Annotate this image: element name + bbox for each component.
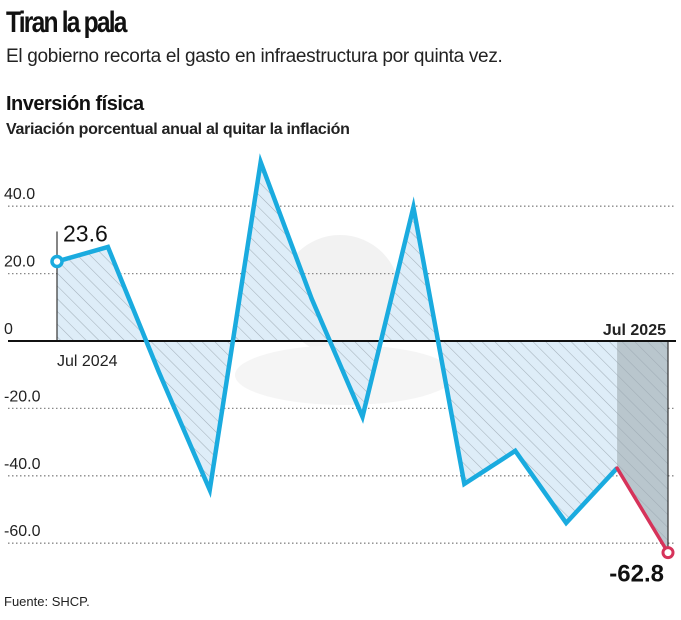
y-tick-label: -20.0: [4, 388, 41, 405]
y-tick-label: 40.0: [4, 186, 35, 203]
headline-subtitle: El gobierno recorta el gasto en infraest…: [6, 46, 503, 67]
last-point-marker: [661, 546, 675, 560]
source-note: Fuente: SHCP.: [4, 594, 90, 609]
series-line-path: [56, 153, 619, 527]
chart-title: Inversión física: [6, 93, 144, 115]
axes: [8, 231, 676, 547]
x-label-end: Jul 2025: [603, 322, 666, 339]
y-tick-label: 0: [4, 321, 13, 338]
labels: 40.0 20.0 0 -20.0 -40.0 -60.0 23.6 -62.8 Jul 202…: [4, 186, 666, 587]
markers: [50, 254, 675, 560]
y-tick-label: -40.0: [4, 456, 41, 473]
area-hatch: [57, 162, 668, 553]
last-segment-line: [615, 466, 670, 555]
y-tick-label: 20.0: [4, 254, 35, 271]
area-fill: [57, 162, 668, 553]
headline: Tiran la pala: [6, 6, 127, 39]
first-point-marker: [50, 254, 64, 269]
chart-subtitle: Variación porcentual anual al quitar la …: [6, 121, 350, 138]
first-value-label: 23.6: [63, 220, 108, 246]
x-label-start: Jul 2024: [57, 353, 118, 370]
y-tick-label: -60.0: [4, 523, 41, 540]
series-line: [56, 153, 670, 555]
last-value-label: -62.8: [609, 561, 664, 588]
